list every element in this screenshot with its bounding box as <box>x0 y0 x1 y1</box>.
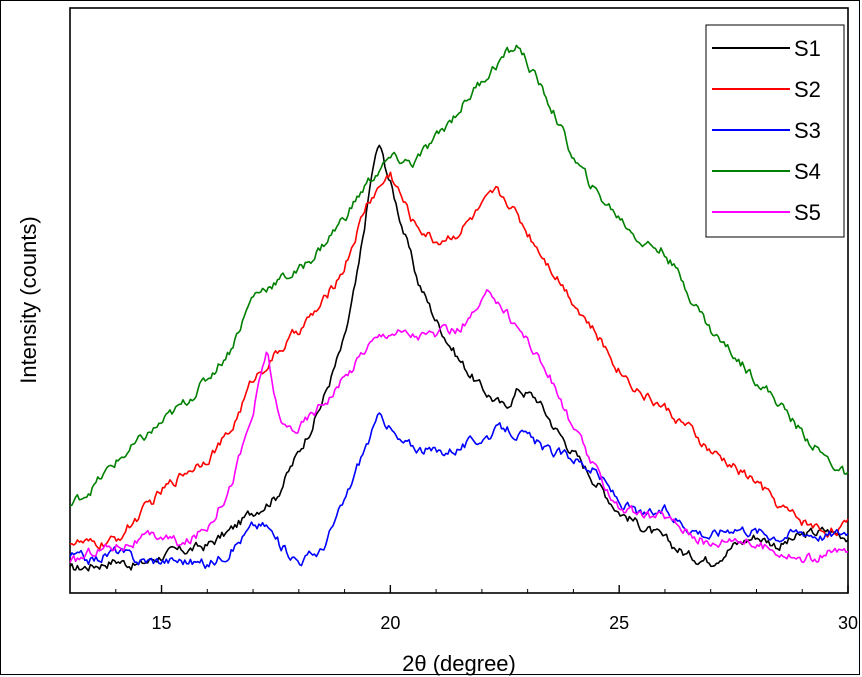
series-line-s4 <box>69 44 849 507</box>
series-line-s1 <box>69 144 849 572</box>
x-tick-label: 15 <box>152 613 172 633</box>
x-tick-label: 25 <box>609 613 629 633</box>
series-line-s5 <box>69 288 849 564</box>
plot-area <box>69 7 849 594</box>
series-layer <box>69 44 849 572</box>
legend-label-s1: S1 <box>794 36 821 61</box>
legend-label-s5: S5 <box>794 200 821 225</box>
legend-label-s3: S3 <box>794 118 821 143</box>
x-axis: 15 20 25 30 <box>69 585 858 633</box>
x-tick-label: 30 <box>838 613 858 633</box>
legend-label-s4: S4 <box>794 159 821 184</box>
series-line-s2 <box>69 171 849 550</box>
series-line-s3 <box>69 412 849 570</box>
y-axis-title: Intensity (counts) <box>16 216 41 384</box>
x-tick-label: 20 <box>380 613 400 633</box>
legend-label-s2: S2 <box>794 77 821 102</box>
legend: S1 S2 S3 S4 S5 <box>705 24 845 238</box>
x-axis-title: 2θ (degree) <box>402 651 516 676</box>
